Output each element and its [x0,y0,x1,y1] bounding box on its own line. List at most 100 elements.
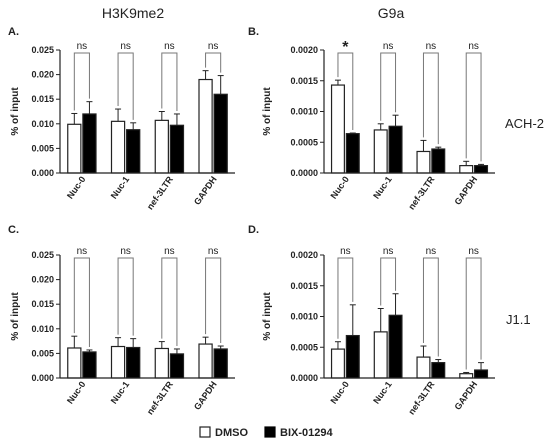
x-category-label: Nuc-1 [109,379,132,405]
x-category-label: nef-3LTR [406,379,436,417]
significance-bracket [117,52,134,120]
x-category-label: GAPDH [452,379,479,411]
y-tick-label: 0.025 [31,250,54,260]
column-title-g9a: G9a [378,5,405,21]
panel-letter: A. [8,26,19,38]
significance-bracket [465,257,482,370]
chart-panel-c: C. 0.000 0.005 0.010 0.015 0.020 0.025 % of inp… [8,224,235,417]
bar-dmso-nuc-1 [110,345,126,379]
x-category-label: Nuc-1 [371,174,394,200]
legend-swatch-dmso [199,426,211,438]
y-tick-label: 0.020 [31,275,54,285]
y-tick-label: 0.0000 [290,373,318,383]
significance-label: ns [208,41,219,52]
chart-panel-b: B. 0.0000 0.0005 0.0010 0.0015 0.0020 % of inp… [248,26,495,212]
significance-label: ns [77,246,88,257]
x-category-label: GAPDH [452,174,479,206]
bar-bix-nuc-1 [388,314,403,379]
x-category-label: nef-3LTR [145,174,175,212]
x-category-label: nef-3LTR [406,174,436,212]
significance-label: ns [426,246,437,257]
significance-label: ns [340,246,351,257]
bar-dmso-nef-3ltr [416,356,431,379]
bar-bix-gapdh [474,369,489,379]
y-tick-label: 0.0020 [290,250,318,260]
bar-dmso-nef-3ltr [416,150,431,174]
y-tick-label: 0.0005 [290,342,318,352]
panel-letter: B. [248,26,259,38]
bar-bix-nuc-1 [388,125,403,174]
y-axis-label: % of input [10,87,21,136]
bar-dmso-nuc-1 [373,331,388,379]
panel-letter: D. [248,224,259,236]
significance-label: ns [120,41,131,52]
y-tick-label: 0.0015 [290,281,318,291]
bar-dmso-nuc-0 [330,84,345,174]
bar-dmso-nuc-0 [67,123,82,174]
y-tick-label: 0.015 [31,94,54,104]
x-category-label: Nuc-0 [328,379,351,405]
bar-dmso-nuc-0 [67,347,82,379]
significance-label: ns [164,246,175,257]
significance-label: ns [120,246,131,257]
significance-bracket [205,52,222,73]
x-category-label: GAPDH [192,379,219,411]
bar-bix-nuc-0 [82,351,97,379]
y-axis-label: % of input [262,87,273,136]
panel-letter: C. [8,224,19,236]
y-tick-label: 0.010 [31,324,54,334]
legend-swatch-bix [264,426,276,438]
row-label-j11: J1.1 [506,312,531,327]
bar-bix-gapdh [474,165,489,174]
bar-bix-gapdh [213,348,228,379]
significance-bracket [380,257,397,306]
bar-bix-nuc-0 [345,133,360,174]
significance-bracket [73,52,90,111]
y-tick-label: 0.005 [31,348,54,358]
significance-bracket [337,52,354,131]
bar-dmso-nuc-1 [110,120,126,174]
chart-panel-d: D. 0.0000 0.0005 0.0010 0.0015 0.0020 % of inp… [248,224,495,417]
significance-label: ns [426,41,437,52]
bar-bix-gapdh [213,93,228,174]
significance-bracket [205,257,222,344]
x-category-label: GAPDH [192,174,219,206]
y-tick-label: 0.000 [31,168,54,178]
significance-bracket [73,257,90,347]
y-tick-label: 0.025 [31,45,54,55]
y-tick-label: 0.015 [31,299,54,309]
y-tick-label: 0.020 [31,70,54,80]
significance-label: ns [164,41,175,52]
significance-label: ns [208,246,219,257]
significance-bracket [161,257,178,346]
significance-bracket [117,257,134,336]
bar-dmso-gapdh [198,78,213,174]
bar-bix-nef-3ltr [431,362,446,379]
bar-bix-nuc-1 [126,346,141,379]
y-tick-label: 0.0005 [290,137,318,147]
significance-bracket [422,52,439,145]
legend: DMSO BIX-01294 [199,426,333,439]
chart-panel-a: A. 0.000 0.005 0.010 0.015 0.020 0.025 % of inp… [8,26,235,212]
bar-dmso-nuc-0 [330,348,345,379]
y-tick-label: 0.0010 [290,107,318,117]
x-category-label: Nuc-1 [371,379,394,405]
chart-panels: A. 0.000 0.005 0.010 0.015 0.020 0.025 % of inp… [8,26,495,417]
significance-label: ns [383,41,394,52]
significance-label: ns [468,41,479,52]
significance-bracket [161,52,178,111]
y-tick-label: 0.0000 [290,168,318,178]
bar-dmso-gapdh [459,165,474,174]
bar-dmso-gapdh [459,373,474,379]
row-label-ach2: ACH-2 [505,116,544,131]
bar-bix-nef-3ltr [169,353,185,379]
bar-bix-nuc-0 [82,113,97,174]
bar-dmso-nef-3ltr [154,119,169,174]
column-title-h3k9me2: H3K9me2 [102,5,164,21]
x-category-label: Nuc-0 [65,379,88,405]
bar-dmso-gapdh [198,343,213,379]
x-category-label: Nuc-0 [65,174,88,200]
y-axis-label: % of input [10,292,21,341]
significance-bracket [465,52,482,162]
